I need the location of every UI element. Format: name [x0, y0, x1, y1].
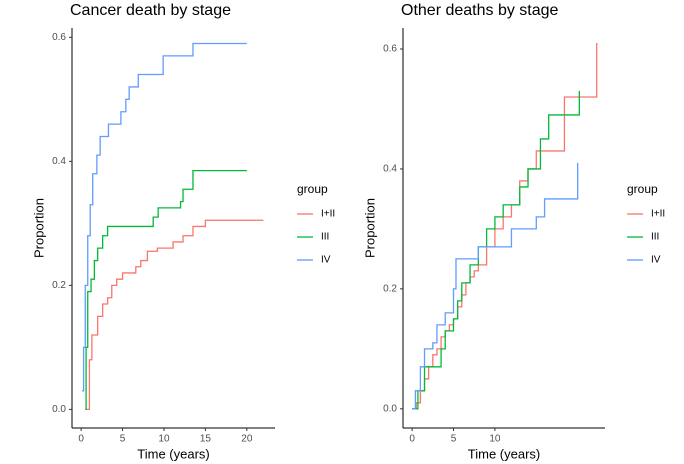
x-tick-label: 5: [120, 434, 126, 445]
step-line: [412, 90, 580, 410]
legend-label: IV: [321, 255, 331, 266]
y-tick-label: 0.6: [383, 44, 397, 55]
y-tick-label: 0.4: [52, 156, 66, 167]
x-tick-label: 15: [200, 434, 212, 445]
step-line: [412, 162, 579, 410]
legend-label: IV: [651, 255, 661, 266]
step-line: [81, 42, 247, 392]
y-tick-label: 0.2: [383, 284, 397, 295]
x-tick-label: 0: [409, 434, 415, 445]
y-tick-label: 0.6: [52, 32, 66, 43]
legend-title: group: [627, 182, 658, 196]
legend-label: I+II: [321, 209, 335, 220]
y-tick-label: 0.4: [383, 164, 397, 175]
chart-title: Other deaths by stage: [401, 2, 559, 19]
step-line: [86, 219, 264, 411]
x-tick-label: 10: [489, 434, 501, 445]
x-tick-label: 0: [78, 434, 84, 445]
legend-title: group: [297, 182, 328, 196]
y-tick-label: 0.0: [52, 404, 66, 415]
x-tick-label: 10: [158, 434, 170, 445]
x-tick-label: 5: [451, 434, 457, 445]
y-axis-label: Proportion: [362, 198, 377, 258]
legend-label: III: [651, 232, 659, 243]
x-axis-label: Time (years): [468, 446, 540, 461]
y-tick-label: 0.0: [383, 403, 397, 414]
step-line: [85, 169, 247, 411]
step-line: [412, 42, 598, 410]
legend-label: III: [321, 232, 329, 243]
y-axis-label: Proportion: [31, 198, 46, 258]
y-tick-label: 0.2: [52, 280, 66, 291]
x-tick-label: 20: [241, 434, 253, 445]
chart-title: Cancer death by stage: [70, 2, 231, 19]
x-axis-label: Time (years): [137, 446, 209, 461]
legend-label: I+II: [651, 209, 665, 220]
